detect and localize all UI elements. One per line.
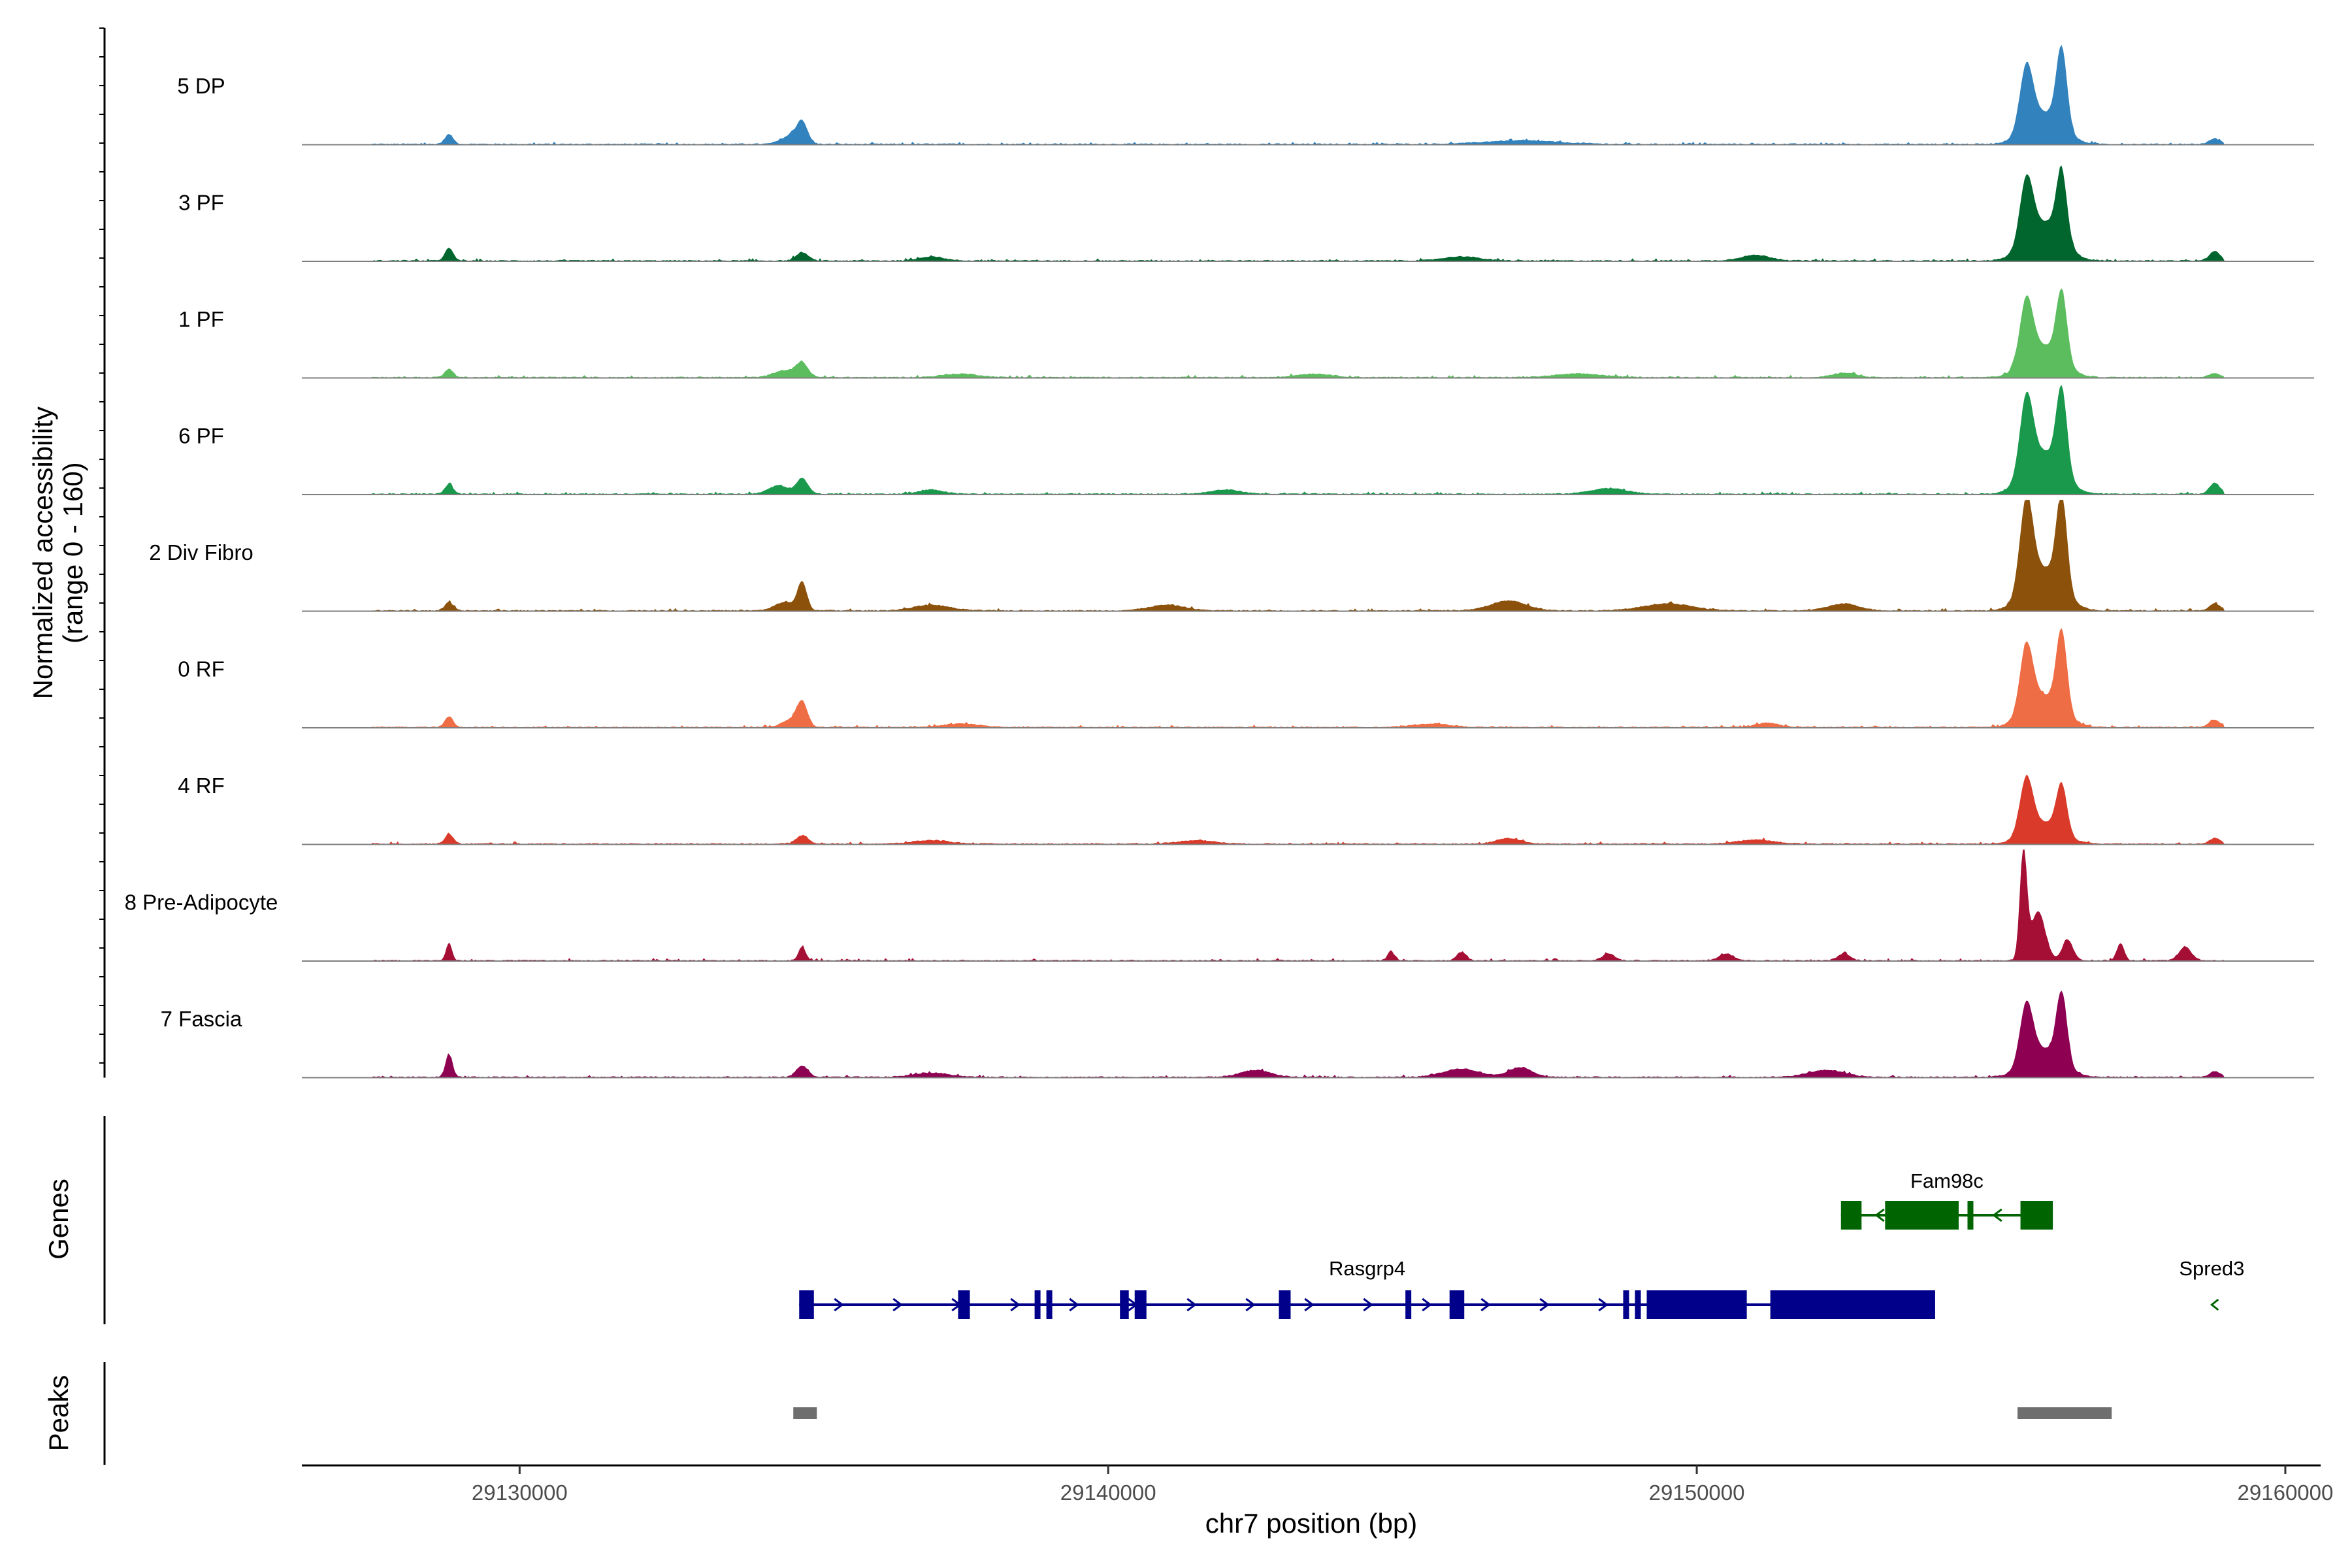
peak-region bbox=[793, 1407, 817, 1419]
x-axis: 29130000 29140000 29150000 29160000 chr7 pos… bbox=[302, 1464, 2334, 1539]
track-1-pf: 1 PF bbox=[178, 288, 2321, 379]
coverage-y-axis-title-line: (range 0 - 160) bbox=[57, 462, 88, 644]
coverage-area bbox=[302, 44, 2321, 145]
gene-exon bbox=[1279, 1290, 1291, 1319]
gene-strand-chevron bbox=[2210, 1298, 2219, 1311]
coverage-area bbox=[302, 288, 2321, 378]
x-tick-label: 29130000 bbox=[472, 1480, 568, 1505]
peak-region bbox=[2017, 1407, 2112, 1419]
track-8-pre-adipocyte: 8 Pre-Adipocyte bbox=[125, 849, 2321, 962]
peaks-panel: Peaks bbox=[43, 1362, 2112, 1465]
gene-strand-chevron bbox=[1598, 1298, 1609, 1312]
track-7-fascia: 7 Fascia bbox=[161, 990, 2321, 1079]
track-label: 8 Pre-Adipocyte bbox=[125, 890, 278, 915]
gene-exon bbox=[1405, 1290, 1412, 1319]
gene-strand-chevron bbox=[892, 1298, 903, 1312]
peaks-y-axis-title: Peaks bbox=[43, 1375, 74, 1452]
track-0-rf: 0 RF bbox=[178, 628, 2321, 728]
track-6-pf: 6 PF bbox=[178, 385, 2321, 495]
gene-label: Rasgrp4 bbox=[1329, 1257, 1405, 1280]
gene-strand-chevron bbox=[1363, 1298, 1373, 1312]
gene-strand-chevron bbox=[1304, 1298, 1315, 1312]
gene-exon bbox=[2020, 1201, 2053, 1230]
coverage-area bbox=[302, 500, 2321, 612]
x-tick-label: 29140000 bbox=[1060, 1480, 1156, 1505]
coverage-y-axis-title-line: Normalized accessibility bbox=[27, 406, 58, 699]
gene-strand-chevron bbox=[1069, 1298, 1079, 1312]
track-label: 1 PF bbox=[178, 307, 224, 331]
gene-strand-chevron bbox=[1874, 1208, 1885, 1222]
track-label: 6 PF bbox=[178, 424, 224, 448]
gene-exon bbox=[1046, 1290, 1053, 1319]
coverage-area bbox=[302, 990, 2321, 1078]
x-axis-title: chr7 position (bp) bbox=[1205, 1508, 1418, 1539]
gene-strand-chevron bbox=[1992, 1208, 2002, 1222]
gene-exon bbox=[1770, 1290, 1935, 1319]
gene-fam98c: Fam98c bbox=[1840, 1169, 2053, 1230]
track-3-pf: 3 PF bbox=[178, 165, 2321, 262]
coverage-area bbox=[302, 774, 2321, 845]
track-label: 2 Div Fibro bbox=[149, 540, 253, 564]
gene-exon bbox=[1623, 1290, 1629, 1319]
gene-spred3: Spred3 bbox=[2179, 1257, 2244, 1311]
gene-exon bbox=[1034, 1290, 1041, 1319]
gene-exon bbox=[1635, 1290, 1641, 1319]
coverage-area bbox=[302, 849, 2321, 961]
gene-exon bbox=[1449, 1290, 1465, 1319]
gene-strand-chevron bbox=[1245, 1298, 1256, 1312]
track-4-rf: 4 RF bbox=[178, 774, 2321, 845]
coverage-area bbox=[302, 385, 2321, 495]
gene-exon bbox=[1120, 1290, 1129, 1319]
coverage-area bbox=[302, 628, 2321, 728]
track-label: 5 DP bbox=[177, 74, 225, 98]
x-tick-label: 29160000 bbox=[2238, 1480, 2334, 1505]
track-2-div-fibro: 2 Div Fibro bbox=[149, 500, 2321, 612]
track-label: 4 RF bbox=[178, 774, 225, 798]
gene-exon bbox=[958, 1290, 970, 1319]
coverage-area bbox=[302, 165, 2321, 261]
track-label: 7 Fascia bbox=[161, 1007, 242, 1031]
coverage-y-axis-title: Normalized accessibility(range 0 - 160) bbox=[27, 406, 88, 699]
gene-exon bbox=[799, 1290, 814, 1319]
genes-y-axis-title: Genes bbox=[43, 1179, 74, 1260]
gene-label: Fam98c bbox=[1910, 1169, 1984, 1192]
gene-strand-chevron bbox=[1480, 1298, 1491, 1312]
gene-exon bbox=[1134, 1290, 1147, 1319]
coverage-panel: Normalized accessibility(range 0 - 160) 5… bbox=[27, 27, 2321, 1079]
x-tick-label: 29150000 bbox=[1649, 1480, 1745, 1505]
genes-panel: Genes Fam98c Rasgrp4 Spred3 bbox=[43, 1116, 2244, 1324]
gene-strand-chevron bbox=[1539, 1298, 1550, 1312]
gene-rasgrp4: Rasgrp4 bbox=[799, 1257, 1935, 1319]
gene-strand-chevron bbox=[1010, 1298, 1021, 1312]
gene-exon bbox=[1840, 1201, 1862, 1230]
gene-exon bbox=[1885, 1201, 1959, 1230]
gene-exon bbox=[1967, 1201, 1974, 1230]
gene-label: Spred3 bbox=[2179, 1257, 2244, 1280]
gene-strand-chevron bbox=[1422, 1298, 1432, 1312]
gene-strand-chevron bbox=[834, 1298, 844, 1312]
track-label: 3 PF bbox=[178, 191, 224, 215]
track-label: 0 RF bbox=[178, 657, 225, 681]
gene-exon bbox=[1646, 1290, 1747, 1319]
gene-strand-chevron bbox=[1186, 1298, 1197, 1312]
track-5-dp: 5 DP bbox=[177, 44, 2321, 146]
